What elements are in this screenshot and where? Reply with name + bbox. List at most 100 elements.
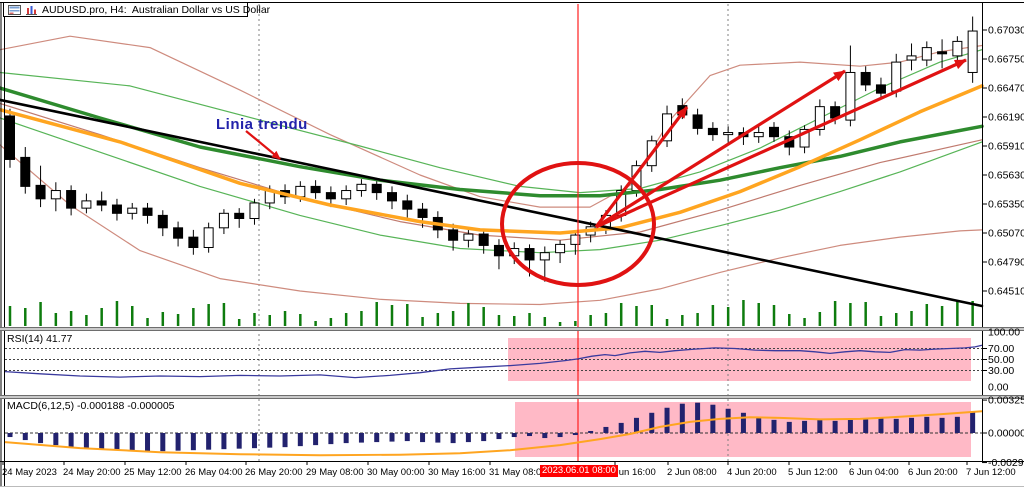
price-axis-label: 0.65910 — [988, 140, 1024, 152]
candle — [173, 227, 184, 239]
vertical-gridlines — [258, 4, 729, 461]
time-axis-label: 6 Jun 04:00 — [849, 467, 899, 478]
time-axis-label: 24 May 20:00 — [63, 467, 121, 478]
bar-chart-icon — [25, 5, 38, 15]
price-axis-label: 0.66190 — [988, 111, 1024, 123]
trendline-annotation-label[interactable]: Linia trendu — [216, 116, 308, 133]
highlighted-date-label: 2023.06.01 08:00 — [540, 465, 618, 477]
volume-bars — [8, 300, 974, 326]
rsi-axis-label: 30.00 — [988, 365, 1014, 377]
macd-indicator-label: MACD(6,12,5) -0.000188 -0.000005 — [7, 400, 175, 412]
time-axis-label: 2 Jun 08:00 — [667, 467, 717, 478]
candle — [142, 207, 153, 216]
candle — [875, 84, 886, 94]
rsi-level-lines — [5, 348, 982, 371]
candle — [463, 233, 474, 241]
time-axis-label: 4 Jun 20:00 — [727, 467, 777, 478]
rsi-axis-label: 70.00 — [988, 343, 1014, 355]
candle — [157, 214, 168, 229]
time-axis-label: 6 Jun 20:00 — [908, 467, 958, 478]
price-axis-label: 0.67030 — [988, 25, 1024, 37]
candle — [753, 132, 764, 138]
candle — [448, 229, 459, 241]
rsi-line — [4, 344, 983, 379]
chart-title: AUDUSD.pro, H4: Australian Dollar vs US … — [42, 3, 271, 16]
candle — [127, 207, 138, 214]
price-axis-label: 0.66750 — [988, 53, 1024, 65]
time-axis-label: 29 May 08:00 — [306, 467, 364, 478]
rsi-indicator-label: RSI(14) 41.77 — [7, 333, 73, 345]
candle — [723, 132, 734, 136]
candle — [188, 236, 199, 248]
price-axis-label: 0.66470 — [988, 82, 1024, 94]
candle — [921, 47, 932, 61]
price-axis-label: 0.64510 — [988, 285, 1024, 297]
time-axis-label: Jun 16:00 — [614, 467, 656, 478]
moving-averages — [0, 84, 984, 308]
macd-axis-label: 0.000000 — [988, 428, 1024, 440]
candle — [295, 185, 306, 198]
candle — [891, 61, 902, 92]
price-axis-label: 0.65070 — [988, 227, 1024, 239]
candle — [20, 156, 31, 187]
candle — [387, 192, 397, 202]
candle — [493, 244, 504, 257]
candle — [937, 51, 948, 55]
candle — [341, 190, 352, 200]
candle — [707, 127, 718, 136]
rsi-axis-label: 50.00 — [988, 354, 1014, 366]
candle — [111, 204, 122, 214]
annotation-shapes[interactable] — [245, 58, 967, 287]
candle — [5, 115, 15, 160]
time-axis-label: 30 May 16:00 — [428, 467, 486, 478]
macd-axis[interactable]: 0.003259 0.000000 -0.002926 — [982, 395, 1024, 469]
candle — [769, 126, 779, 138]
candle — [35, 184, 46, 200]
candle — [524, 248, 535, 261]
candle — [860, 71, 871, 86]
rsi-axis-label: 100.00 — [988, 327, 1020, 339]
candle — [96, 200, 107, 206]
price-axis[interactable]: 0.67030 0.66750 0.66470 0.66190 0.65910 0.656… — [982, 25, 1024, 298]
candle — [50, 190, 61, 200]
macd-axis-label: 0.003259 — [988, 395, 1024, 407]
candle — [814, 106, 825, 130]
candle — [692, 114, 703, 129]
candle — [570, 234, 581, 245]
macd-axis-label: -0.002926 — [988, 457, 1024, 469]
candle — [371, 183, 382, 194]
candle — [249, 202, 260, 219]
trend-arrow — [595, 69, 846, 229]
price-axis-label: 0.65350 — [988, 198, 1024, 210]
rsi-axis-label: 0.00 — [988, 382, 1009, 394]
trend-arrow — [594, 106, 689, 228]
macd-signal-line — [4, 410, 983, 457]
time-axis-label: 25 May 12:00 — [124, 467, 182, 478]
candle — [356, 183, 367, 192]
panel-separator[interactable] — [0, 395, 1024, 399]
highlight-circle — [500, 161, 656, 287]
candle — [66, 190, 77, 209]
time-axis-label: 26 May 04:00 — [185, 467, 243, 478]
macd-histogram — [7, 402, 976, 452]
candle — [906, 55, 917, 61]
panel-separator[interactable] — [0, 327, 1024, 331]
time-axis-label: 30 May 00:00 — [367, 467, 425, 478]
time-axis-label: 26 May 20:00 — [245, 467, 303, 478]
price-axis-label: 0.65630 — [988, 169, 1024, 181]
time-axis-label: 5 Jun 12:00 — [788, 467, 838, 478]
time-axis-label: 7 Jun 12:00 — [966, 467, 1016, 478]
candles — [5, 16, 978, 282]
price-axis-label: 0.64790 — [988, 256, 1024, 268]
time-axis[interactable]: 24 May 2023 24 May 20:00 25 May 12:00 26 Ma… — [2, 461, 1016, 478]
candle — [799, 128, 810, 148]
label-pointer-arrow — [245, 130, 281, 160]
trend-arrow — [595, 58, 967, 229]
time-axis-label: 31 May 08:00 — [489, 467, 547, 478]
time-axis-label: 24 May 2023 — [2, 467, 57, 478]
candle — [203, 227, 214, 248]
candle — [952, 40, 963, 57]
